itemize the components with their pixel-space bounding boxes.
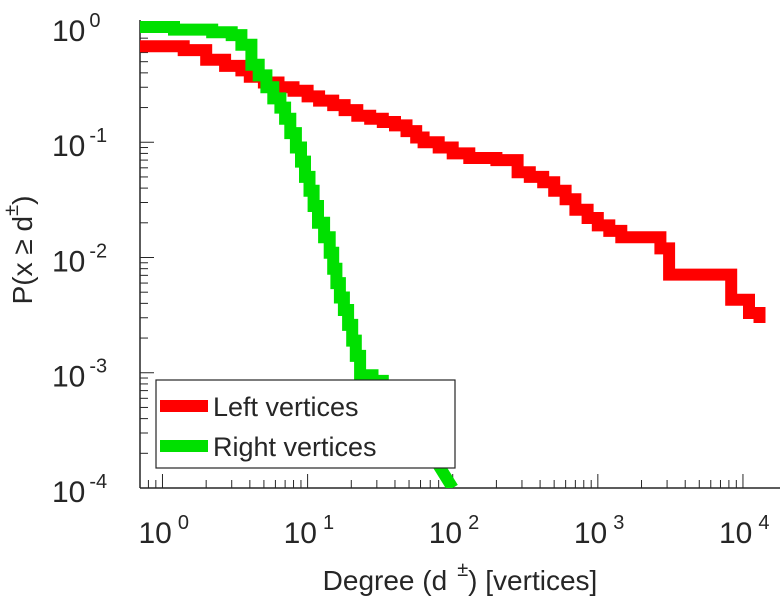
x-axis-label-main: Degree (d: [323, 565, 448, 596]
y-tick-exp: -2: [89, 240, 107, 262]
y-tick-base: 10: [52, 476, 85, 509]
legend-box: [155, 379, 456, 469]
y-tick-base: 10: [52, 15, 85, 48]
y-tick-label-3: 10 -3: [52, 356, 107, 394]
series-line-0: [140, 40, 766, 323]
x-axis-label-suffix: ) [vertices]: [468, 565, 597, 596]
x-tick-exp: 1: [323, 512, 334, 534]
y-tick-exp: -3: [89, 356, 107, 378]
x-tick-labels: 10 0 10 1 10 2 10 3 10 4: [138, 512, 769, 550]
x-tick-label-1: 10 1: [284, 512, 335, 550]
x-tick-label-4: 10 4: [719, 512, 770, 550]
legend-label-left: Left vertices: [213, 392, 359, 422]
legend: Left vertices Right vertices: [155, 379, 456, 469]
x-tick-exp: 2: [468, 512, 479, 534]
x-tick-base: 10: [429, 517, 462, 550]
y-tick-base: 10: [52, 245, 85, 278]
y-tick-exp: 0: [89, 10, 100, 32]
y-tick-label-0: 10 0: [52, 10, 101, 48]
y-tick-label-4: 10 -4: [52, 471, 107, 509]
y-axis-label-suffix: ): [7, 196, 38, 205]
x-tick-exp: 3: [613, 512, 624, 534]
y-axis-label: P(x ≥ d±): [1, 196, 38, 305]
x-tick-base: 10: [138, 517, 171, 550]
x-tick-label-0: 10 0: [138, 512, 189, 550]
x-tick-label-2: 10 2: [429, 512, 480, 550]
y-tick-label-2: 10 -2: [52, 240, 107, 278]
y-tick-label-1: 10 -1: [52, 125, 107, 163]
series-layer: [140, 21, 766, 488]
x-tick-base: 10: [719, 517, 752, 550]
x-tick-exp: 4: [758, 512, 769, 534]
y-tick-base: 10: [52, 130, 85, 163]
axes-frame: [139, 20, 780, 489]
x-tick-base: 10: [574, 517, 607, 550]
x-axis-label-sup: ±: [457, 559, 468, 581]
x-axis-label: Degree (d ±) [vertices]: [323, 559, 598, 596]
x-tick-exp: 0: [178, 512, 189, 534]
x-tick-label-3: 10 3: [574, 512, 625, 550]
y-axis-label-main: P(x ≥ d: [7, 216, 38, 305]
legend-label-right: Right vertices: [213, 432, 377, 462]
y-minor-ticks: [140, 26, 154, 489]
y-tick-base: 10: [52, 361, 85, 394]
x-tick-base: 10: [284, 517, 317, 550]
y-tick-exp: -4: [89, 471, 107, 493]
series-line-1: [140, 21, 458, 488]
y-axis-label-sup: ±: [1, 205, 23, 216]
y-tick-exp: -1: [89, 125, 107, 147]
